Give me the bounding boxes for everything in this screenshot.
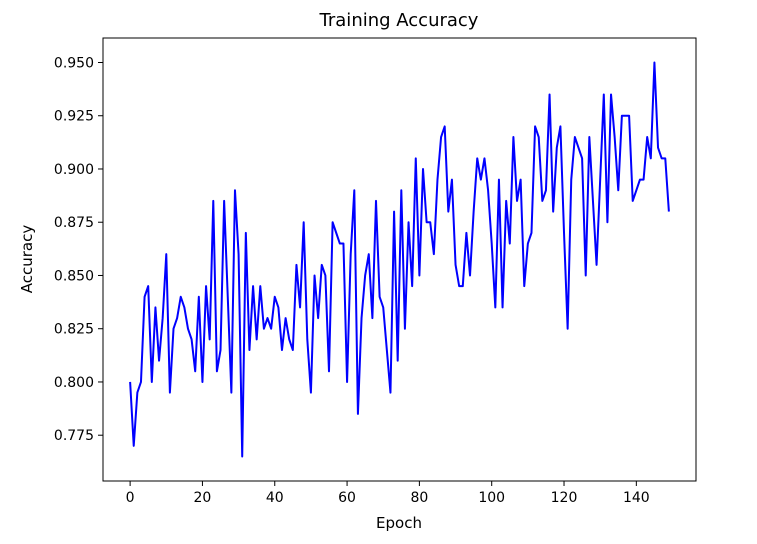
x-tick-label: 140 (623, 490, 650, 506)
x-tick-label: 60 (338, 490, 356, 506)
y-tick-label: 0.775 (54, 428, 94, 444)
x-axis-label: Epoch (376, 514, 422, 532)
x-tick-label: 100 (478, 490, 505, 506)
x-tick-label: 120 (551, 490, 578, 506)
y-tick-label: 0.900 (54, 162, 94, 178)
y-tick-label: 0.850 (54, 268, 94, 284)
y-axis-label: Accuracy (18, 225, 36, 294)
y-axis-ticks: 0.775 0.800 0.825 0.850 0.875 0.900 0.925 0.950 (54, 55, 103, 444)
accuracy-series-line (129, 61, 670, 458)
plot-area-frame (102, 37, 697, 482)
y-tick-label: 0.800 (54, 375, 94, 391)
y-tick-label: 0.825 (54, 322, 94, 338)
y-tick-label: 0.925 (54, 109, 94, 125)
x-tick-label: 20 (194, 490, 212, 506)
y-tick-label: 0.875 (54, 215, 94, 231)
y-tick-label: 0.950 (54, 55, 94, 71)
chart-title: Training Accuracy (319, 10, 479, 31)
x-axis-ticks: 0 20 40 60 80 100 120 140 (126, 481, 650, 506)
x-tick-label: 40 (266, 490, 284, 506)
x-tick-label: 0 (126, 490, 135, 506)
x-tick-label: 80 (410, 490, 428, 506)
